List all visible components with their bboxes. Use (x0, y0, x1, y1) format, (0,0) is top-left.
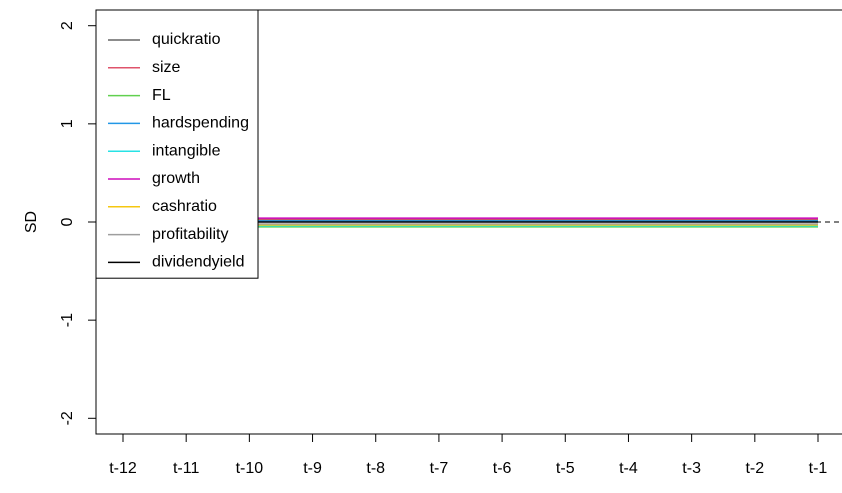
legend-label: profitability (152, 226, 228, 243)
x-tick-label: t-1 (809, 460, 828, 477)
y-tick-label: -2 (59, 411, 76, 425)
legend-label: cashratio (152, 198, 217, 215)
legend-box (95, 9, 259, 279)
legend-label: dividendyield (152, 254, 245, 271)
legend-label: hardspending (152, 115, 249, 132)
y-tick-label: 2 (59, 21, 76, 30)
x-tick-label: t-5 (556, 460, 575, 477)
x-tick-label: t-12 (109, 460, 137, 477)
x-tick-label: t-7 (430, 460, 449, 477)
y-tick-label: -1 (59, 313, 76, 327)
y-tick-label: 0 (59, 217, 76, 226)
x-tick-label: t-2 (745, 460, 764, 477)
legend-label: size (152, 59, 181, 76)
y-axis-label: SD (23, 211, 40, 233)
x-tick-label: t-6 (493, 460, 512, 477)
x-tick-label: t-10 (236, 460, 264, 477)
legend-label: quickratio (152, 31, 221, 48)
x-tick-label: t-11 (173, 460, 199, 477)
x-tick-label: t-3 (682, 460, 701, 477)
legend-label: FL (152, 87, 171, 104)
x-tick-label: t-8 (366, 460, 385, 477)
x-tick-label: t-9 (303, 460, 322, 477)
legend-label: growth (152, 170, 200, 187)
legend-label: intangible (152, 142, 221, 159)
x-tick-label: t-4 (619, 460, 638, 477)
y-tick-label: 1 (59, 119, 76, 128)
